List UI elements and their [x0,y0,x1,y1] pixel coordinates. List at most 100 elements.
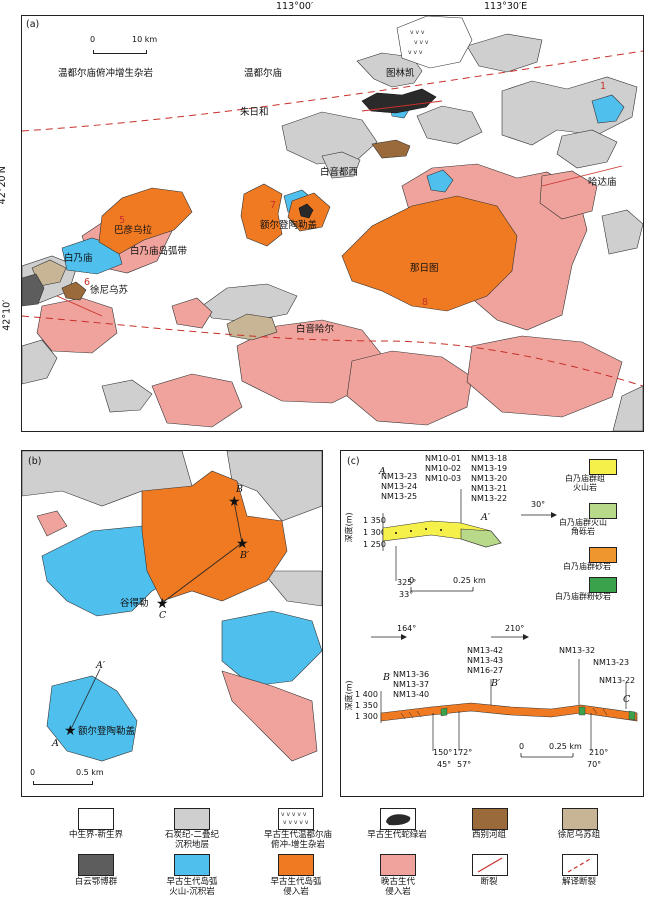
legend-fault-swatch [472,854,508,876]
s1-col2-a: NM10-01 [425,454,462,463]
s2-depth-1: 1 350 [355,701,378,710]
point-a: A [52,738,59,749]
label-baiyinduxi: 白音都西 [320,167,359,178]
s1-scale-end: 0.25 km [453,576,486,585]
label-naritu: 那日图 [410,263,439,274]
svg-text:★: ★ [236,536,249,552]
s2-mid-point: B′ [491,678,501,689]
s1-depth-2: 1 250 [363,540,386,549]
s2-left-a: NM13-36 [393,670,430,679]
scalebar-b-end: 0.5 km [76,768,104,777]
s1-direction: 30° [531,500,546,509]
legend-arc-intrusive-swatch [278,854,314,876]
s2-end: C [623,694,631,705]
s2-angle-l2: 45° [437,760,452,769]
s1-scale-zero: 0 [409,576,415,585]
s2-angle-r1: 70° [587,760,602,769]
s2-direction-0: 164° [397,624,417,633]
label-gudele: 谷得勒 [120,598,149,609]
panel-a-map: v v vv v vv v v (a) 113°00′ 0 10 km 温都尔庙… [21,15,644,432]
red-number-6: 6 [84,277,91,288]
label-erdengtaolegai-b: 额尔登陶勒盖 [78,726,136,737]
panel-c-label: (c) [347,456,360,467]
s1-col2-c: NM10-03 [425,474,462,483]
label-wendurmiao: 温都尔庙 [244,68,283,79]
s1-col3-e: NM13-22 [471,494,508,503]
legend-mesozoic-label: 中生界-新生界 [68,830,124,840]
red-number-7: 7 [270,200,277,211]
label-accretion-complex: 温都尔庙俯冲增生杂岩 [58,68,154,79]
legend-xuniwusu-label: 徐尼乌苏组 [557,830,601,840]
section2-profile [371,634,638,758]
label-baiyinhaer: 白音哈尔 [296,324,335,335]
s2-left-b: NM13-37 [393,680,430,689]
legend-xibiehe-swatch [472,808,508,830]
svg-text:v v v v v: v v v v v [283,819,309,826]
scalebar-a-zero: 0 [90,35,96,44]
s2-left-c: NM13-40 [393,690,430,699]
label-arc-belt: 白乃庙岛弧带 [130,246,188,257]
s2-direction-1: 210° [505,624,525,633]
legend-accretion-label: 早古生代温都尔庙 俯冲-增生杂岩 [263,830,332,850]
panel-b-map: ★ ★ ★ ★ (b) B B′ C A′ A 谷得勒 额尔登陶勒盖 0 0.5 km [21,450,323,797]
panel-c-legend: 白乃庙群组 火山岩 白乃庙群火山 角砾岩 白乃庙群砂岩 白乃庙群粉砂岩 [555,455,643,615]
legend-volcanic-swatch [589,459,617,475]
panel-b-label: (b) [28,456,42,467]
svg-text:v v v v v: v v v v v [281,811,307,818]
legend-xibiehe-label: 西别河组 [471,830,506,840]
legend-carb-perm-swatch [174,808,210,830]
s1-col2-b: NM10-02 [425,464,462,473]
s1-col1-a: NM13-23 [381,472,418,481]
legend-xuniwusu-swatch [562,808,598,830]
legend-volcanic-label: 白乃庙群组 火山岩 [565,474,605,492]
legend-baiyun-label: 白云鄂博群 [74,877,118,887]
section1-end: A′ [481,512,491,523]
scalebar-a-end: 10 km [132,35,158,44]
s2-depth-2: 1 300 [355,712,378,721]
s1-col3-d: NM13-21 [471,484,508,493]
s2-start: B [383,672,390,683]
legend-late-intrusive-swatch [380,854,416,876]
s2-mid-b: NM13-43 [467,656,504,665]
s1-col3-b: NM13-19 [471,464,508,473]
s2-angle-r0: 210° [589,748,609,757]
panel-b-geology: ★ ★ ★ ★ [22,451,322,762]
s2-r2-a: NM13-23 [593,658,630,667]
legend-dfault-label: 解译断裂 [561,877,596,887]
legend-sandstone-swatch [589,547,617,563]
s2-scale-zero: 0 [519,742,525,751]
s2-mid-c: NM16-27 [467,666,504,675]
red-number-8: 8 [422,297,429,308]
s2-angle-l3: 57° [457,760,472,769]
legend-ophiolite-label: 早古生代蛇绿岩 [367,830,427,840]
svg-text:v v v: v v v [408,49,423,56]
label-bainaimiao: 白乃庙 [64,253,93,264]
ophiolite-blob-icon [386,814,411,826]
s1-col3-a: NM13-18 [471,454,508,463]
legend-arc-intrusive-label: 早古生代岛弧 侵入岩 [270,877,322,897]
s1-col1-c: NM13-25 [381,492,418,501]
point-c: C [159,610,167,621]
s1-angle-1: 33° [399,590,414,599]
panel-a-geology: v v v v v v v v v [22,16,643,431]
legend-accretion-pattern: v v v v vv v v v v [281,811,309,826]
label-bayanwula: 巴彦乌拉 [114,225,153,236]
interpreted-fault-icon [567,857,593,873]
s2-angle-l1: 172° [453,748,473,757]
s2-scale-end: 0.25 km [549,742,582,751]
legend-carb-perm-label: 石炭纪-二叠纪 沉积地层 [164,830,220,850]
legend-siltstone-swatch [589,577,617,593]
section1-start: A [379,466,386,477]
point-a-prime: A′ [96,660,106,671]
legend-sandstone-label: 白乃庙群砂岩 [563,562,611,571]
svg-text:★: ★ [156,596,169,612]
s1-col3-c: NM13-20 [471,474,508,483]
s2-depth-label: 深度(m) [344,680,354,711]
s1-angle-0: 325° [397,578,417,587]
panel-a-label: (a) [26,19,40,30]
s2-angle-l0: 150° [433,748,453,757]
label-tulinkai: 图林凯 [386,68,415,79]
s2-r1: NM13-32 [559,646,596,655]
tick-top-113-30: 113°30′E [484,1,528,12]
